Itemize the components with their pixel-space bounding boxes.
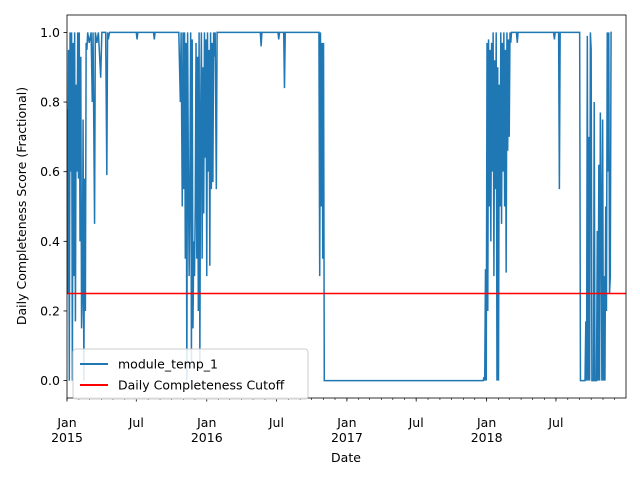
- x-tick-label: Jan: [196, 415, 216, 430]
- x-tick-label: Jul: [547, 415, 563, 430]
- x-tick-label: Jul: [128, 415, 144, 430]
- y-axis-label: Daily Completeness Score (Fractional): [14, 87, 29, 325]
- x-tick-year-label: 2018: [471, 430, 503, 445]
- legend: module_temp_1 Daily Completeness Cutoff: [72, 348, 309, 400]
- legend-label-module-temp-1: module_temp_1: [118, 357, 218, 372]
- x-tick-label: Jan: [56, 415, 76, 430]
- y-tick-label: 0.6: [40, 164, 60, 179]
- series-layer: [67, 31, 626, 382]
- x-axis-label: Date: [331, 450, 361, 465]
- x-tick-label: Jul: [408, 415, 424, 430]
- series-line-module-temp-1: [67, 31, 612, 382]
- y-tick-label: 0.4: [40, 234, 60, 249]
- legend-label-cutoff: Daily Completeness Cutoff: [118, 378, 285, 393]
- y-tick-label: 0.2: [40, 303, 60, 318]
- y-axis: 0.0 0.2 0.4 0.6 0.8 1.0: [40, 25, 67, 388]
- x-tick-year-label: 2015: [51, 430, 83, 445]
- x-tick-label: Jan: [476, 415, 496, 430]
- x-tick-label: Jul: [268, 415, 284, 430]
- y-tick-label: 0.8: [40, 95, 60, 110]
- x-tick-year-label: 2017: [331, 430, 363, 445]
- y-tick-label: 0.0: [40, 373, 60, 388]
- x-tick-year-label: 2016: [191, 430, 223, 445]
- legend-box: [72, 348, 309, 400]
- y-tick-label: 1.0: [40, 25, 60, 40]
- x-tick-label: Jan: [336, 415, 356, 430]
